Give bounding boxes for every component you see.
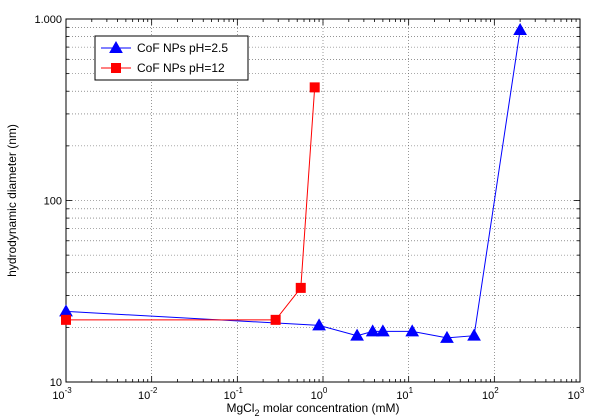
- data-point: [365, 324, 380, 337]
- series-line: [66, 87, 316, 321]
- legend-marker: [109, 40, 123, 53]
- data-point: [61, 314, 71, 325]
- data-point: [309, 82, 320, 93]
- x-tick-label-base: 10: [482, 390, 494, 402]
- y-tick-label: 1.000: [34, 14, 62, 26]
- data-point: [513, 22, 527, 35]
- x-axis-title-rest: molar concentration (mM): [259, 401, 399, 415]
- x-tick-label-exponent: -3: [65, 386, 73, 395]
- x-axis-title-main: MgCl: [226, 401, 254, 415]
- series-layer: [59, 22, 527, 343]
- x-axis-title: MgCl2 molar concentration (mM): [226, 401, 399, 418]
- x-tick-label: 103: [568, 386, 585, 402]
- series-1: [59, 22, 527, 343]
- data-point: [376, 324, 390, 337]
- x-tick-label-base: 10: [568, 390, 580, 402]
- legend-label: CoF NPs pH=2.5: [137, 41, 228, 55]
- data-point: [467, 328, 481, 341]
- data-point: [312, 318, 326, 331]
- data-point: [405, 324, 420, 337]
- legend: CoF NPs pH=2.5 CoF NPs pH=12: [94, 35, 249, 81]
- data-point: [440, 330, 454, 343]
- x-tick-label: 100: [311, 386, 328, 402]
- x-tick-label-exponent: 0: [323, 386, 328, 395]
- x-tick-label: 102: [482, 386, 499, 402]
- x-tick-label-base: 10: [224, 390, 236, 402]
- x-tick-label-exponent: 3: [580, 386, 585, 395]
- series-2: [61, 82, 320, 325]
- x-tick-label: 10-3: [52, 386, 72, 402]
- y-axis-title: hydrodynamic diameter (nm): [5, 124, 19, 277]
- x-tick-label-exponent: -2: [150, 386, 158, 395]
- x-tick-label-base: 10: [52, 390, 64, 402]
- x-tick-label-exponent: -1: [236, 386, 244, 395]
- x-tick-label: 101: [396, 386, 413, 402]
- x-tick-label-base: 10: [138, 390, 150, 402]
- x-tick-label: 10-1: [224, 386, 244, 402]
- x-tick-label-base: 10: [311, 390, 323, 402]
- legend-marker: [111, 63, 121, 73]
- data-point: [270, 314, 281, 325]
- data-point: [350, 328, 364, 341]
- data-point: [295, 282, 306, 293]
- x-tick-label-exponent: 1: [409, 386, 414, 395]
- x-tick-label-exponent: 2: [494, 386, 499, 395]
- y-tick-label: 100: [44, 196, 62, 208]
- x-tick-label-base: 10: [396, 390, 408, 402]
- legend-label: CoF NPs pH=12: [137, 61, 225, 75]
- x-axis-title-subscript: 2: [254, 408, 259, 418]
- x-tick-label: 10-2: [138, 386, 158, 402]
- y-tick-label: 10: [50, 377, 62, 389]
